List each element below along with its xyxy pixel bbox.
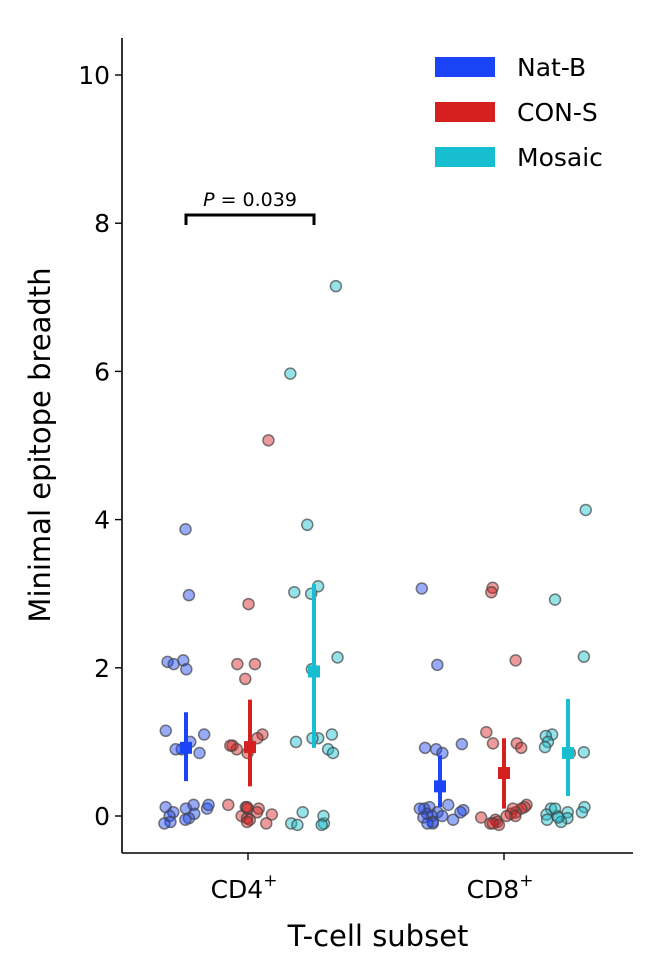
mean-marker [308, 665, 320, 678]
data-point [455, 737, 469, 751]
data-point [230, 743, 243, 756]
y-tick-label: 0 [94, 802, 110, 831]
data-point [180, 663, 193, 676]
legend-swatch [435, 147, 495, 167]
y-ticks: 0 2 4 6 8 10 [78, 61, 122, 831]
data-point [579, 503, 592, 517]
data-point [259, 817, 273, 830]
x-axis-label: T-cell subset [287, 919, 469, 953]
data-points [158, 279, 592, 832]
data-point [431, 658, 444, 672]
data-point [159, 724, 173, 738]
data-point [331, 651, 344, 664]
legend-label: CON-S [517, 98, 598, 127]
data-point [514, 741, 528, 755]
data-point [510, 737, 524, 750]
legend-swatch [435, 102, 495, 122]
data-point [548, 593, 562, 606]
data-point [486, 817, 500, 830]
data-point [240, 815, 254, 829]
data-point [577, 650, 591, 663]
mean-marker [244, 741, 256, 754]
data-point [325, 728, 339, 741]
x-tick-cd4: CD4+ [211, 853, 278, 904]
data-point [329, 279, 343, 293]
svg-text:CD8+: CD8+ [467, 871, 534, 904]
data-point [291, 818, 304, 832]
data-point [182, 588, 196, 602]
data-point [540, 813, 554, 826]
legend: Nat-B CON-S Mosaic [435, 53, 603, 172]
x-tick-cd8: CD8+ [467, 853, 534, 904]
x-tick-label: CD4 [211, 875, 264, 904]
data-point [202, 798, 215, 812]
data-point [288, 585, 301, 599]
data-point [538, 740, 552, 754]
y-tick-label: 8 [94, 209, 110, 238]
data-point [415, 582, 429, 595]
data-point [265, 808, 279, 821]
y-tick-label: 10 [78, 61, 110, 90]
data-point [193, 746, 206, 760]
svg-text:P = 0.039: P = 0.039 [203, 189, 297, 211]
data-point [441, 798, 455, 812]
p-value: = 0.039 [215, 189, 297, 211]
data-point [421, 817, 434, 830]
data-point [429, 743, 443, 756]
data-point [242, 597, 255, 611]
legend-label: Nat-B [517, 53, 586, 82]
legend-label: Mosaic [517, 143, 603, 172]
data-point [561, 811, 574, 825]
data-point [575, 806, 589, 819]
data-point [301, 518, 314, 532]
data-point [315, 818, 328, 832]
legend-item: Mosaic [435, 143, 603, 172]
data-point [509, 809, 522, 823]
y-tick-label: 2 [94, 654, 110, 683]
x-tick-label: CD8 [467, 875, 520, 904]
data-point [446, 813, 460, 826]
data-point [480, 726, 493, 739]
data-point [474, 811, 488, 824]
data-point [224, 739, 237, 752]
data-point [179, 522, 192, 536]
legend-item: CON-S [435, 98, 598, 127]
data-point [248, 657, 262, 671]
y-tick-label: 4 [94, 506, 110, 535]
data-point [551, 811, 565, 824]
data-point [231, 657, 244, 671]
data-point [296, 806, 309, 819]
data-point [158, 817, 171, 830]
data-point [289, 735, 303, 749]
data-point [418, 741, 432, 755]
svg-text:CD4+: CD4+ [211, 871, 278, 904]
data-point [577, 746, 591, 759]
y-tick-label: 6 [94, 357, 110, 386]
data-point [454, 806, 467, 819]
y-axis-label: Minimal epitope breadth [23, 267, 57, 622]
significance-bracket: P = 0.039 [184, 189, 316, 225]
data-point [506, 802, 520, 815]
mean-marker [434, 780, 446, 793]
data-point [179, 813, 192, 826]
data-point [284, 367, 297, 380]
data-point [222, 798, 235, 812]
data-point [326, 746, 340, 760]
data-point [413, 802, 427, 815]
mean-marker [498, 767, 510, 780]
data-point [239, 672, 252, 686]
mean-marker [180, 741, 192, 754]
legend-swatch [435, 57, 495, 77]
data-point [240, 800, 254, 814]
data-point [485, 585, 498, 599]
legend-item: Nat-B [435, 53, 586, 82]
data-point [169, 743, 182, 756]
data-point [262, 434, 275, 447]
data-point [509, 654, 522, 667]
data-point [486, 737, 500, 750]
data-point [197, 728, 211, 741]
mean-marker [562, 747, 574, 760]
means-and-ci [180, 584, 574, 809]
